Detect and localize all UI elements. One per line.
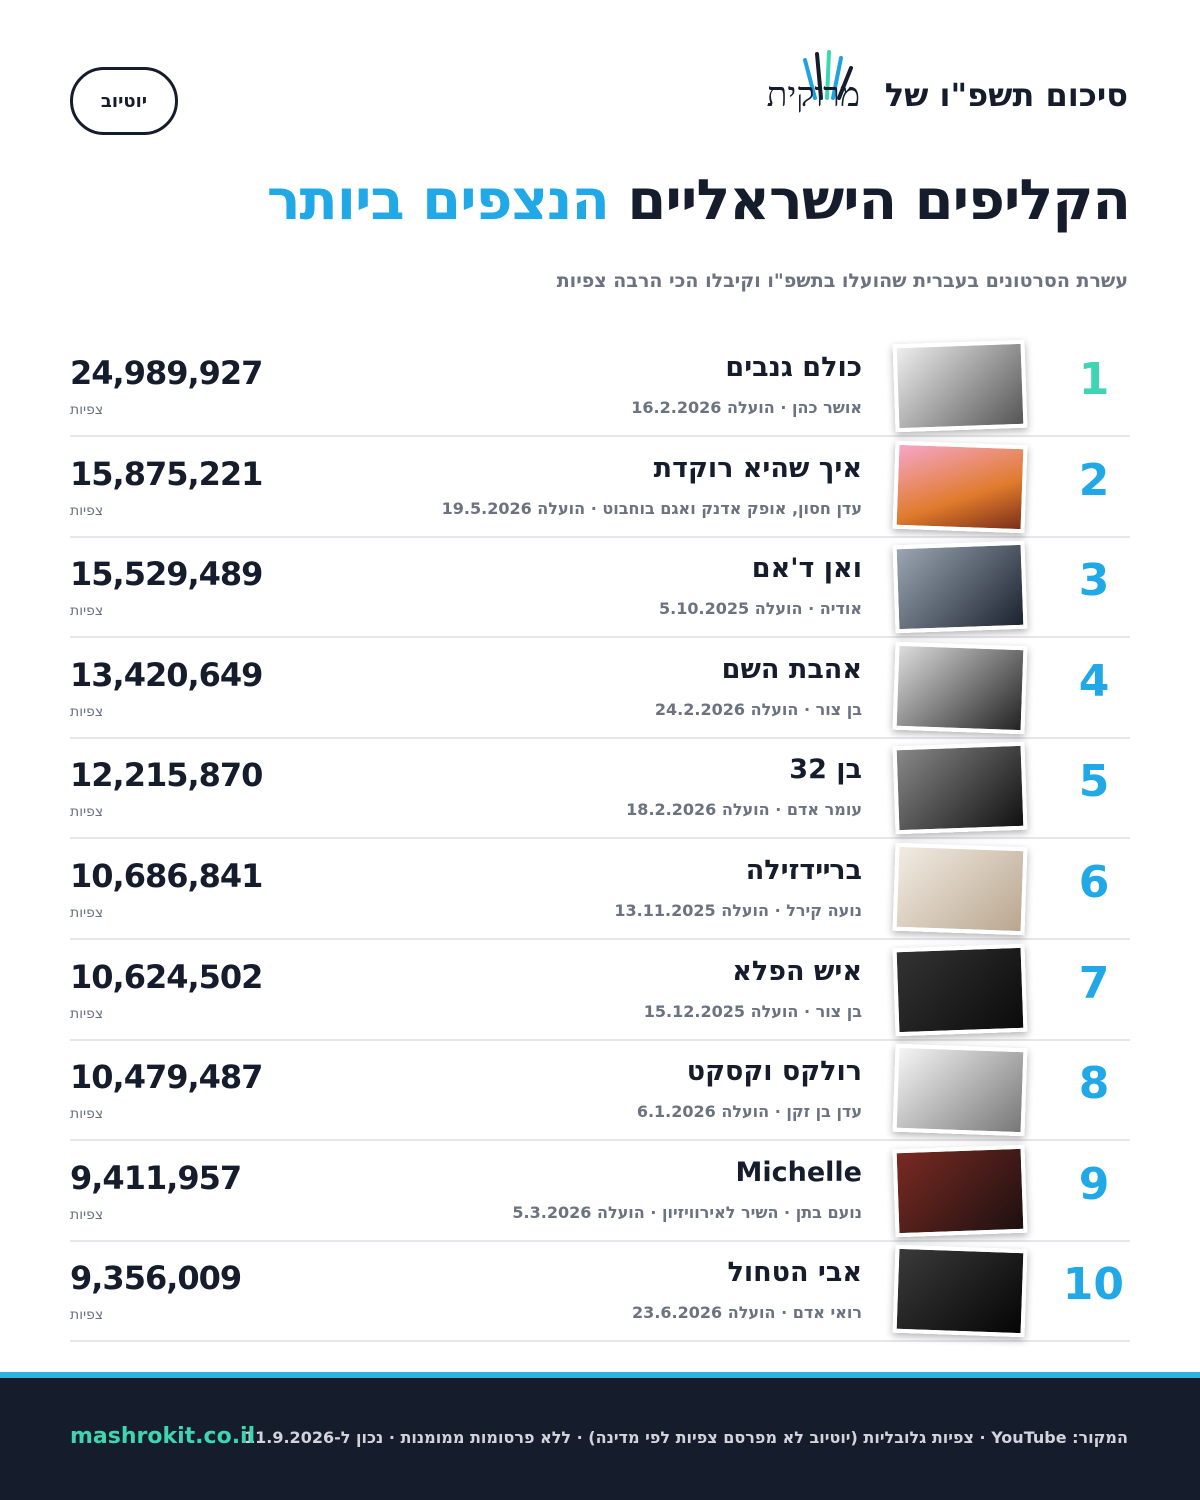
view-unit: צפיות: [70, 905, 104, 921]
video-meta: אושר כהן · הועלה 16.2.2026: [631, 398, 862, 417]
video-meta: רואי אדם · הועלה 23.6.2026: [632, 1303, 862, 1323]
view-unit: צפיות: [70, 703, 104, 720]
rank: 9: [1078, 1158, 1110, 1210]
rank: 1: [1078, 354, 1110, 405]
view-unit: צפיות: [70, 603, 104, 620]
list-row: 10 אבי הטחול רואי אדם · הועלה 23.6.2026 9,3…: [70, 1241, 1130, 1343]
view-unit: צפיות: [70, 1106, 104, 1123]
footer: המקור: YouTube · צפיות גלובליות (יוטיוב …: [0, 1372, 1200, 1500]
video-meta: עדן חסון, אופק אדנק ואגם בוחבוט · הועלה …: [441, 498, 862, 518]
list-row: 8 רולקס וקסקט עדן בן זקן · הועלה 6.1.2026 1…: [70, 1040, 1130, 1142]
video-meta: בן צור · הועלה 15.12.2025: [643, 1001, 862, 1021]
logo-text: מרוקית: [766, 75, 860, 115]
video-meta: עומר אדם · הועלה 18.2.2026: [626, 800, 862, 820]
list-row: 2 איך שהיא רוקדת עדן חסון, אופק אדנק ואגם …: [70, 437, 1130, 538]
thumbnail: [892, 540, 1028, 634]
view-count: 10,686,841: [70, 857, 263, 895]
rank: 7: [1078, 957, 1110, 1009]
view-count: 9,356,009: [70, 1259, 242, 1298]
thumbnail: [892, 440, 1028, 533]
thumbnail: [892, 943, 1028, 1036]
list-row: 6 ברײדזילה נועה קירל · הועלה 13.11.2025 10,…: [70, 839, 1130, 940]
list-row: 5 בן 32 עומר אדם · הועלה 18.2.2026 12,215,8…: [70, 738, 1130, 840]
list-row: 9 Michelle נועם בתן · השיר לאירוויזיון · ה…: [70, 1141, 1130, 1242]
video-meta: בן צור · הועלה 24.2.2026: [654, 699, 862, 719]
rank: 6: [1078, 857, 1110, 908]
thumbnail: [892, 1043, 1028, 1137]
video-title: בן 32: [789, 754, 862, 786]
video-title: איש הפלא: [732, 955, 862, 987]
headline: הקליפים הישראליים הנצפים ביותר: [266, 168, 1131, 233]
view-unit: צפיות: [70, 1307, 104, 1324]
view-unit: צפיות: [70, 1206, 104, 1223]
view-unit: צפיות: [70, 1005, 104, 1022]
thumbnail: [892, 1144, 1028, 1238]
video-meta: אודיה · הועלה 5.10.2025: [659, 599, 862, 619]
video-meta: נועם בתן · השיר לאירוויזיון · הועלה 5.3.…: [512, 1202, 862, 1222]
view-unit: צפיות: [70, 804, 104, 821]
site-link[interactable]: mashrokit.co.il: [70, 1424, 256, 1449]
view-count: 10,479,487: [70, 1058, 263, 1097]
thumbnail: [892, 339, 1028, 433]
logo-mark: [803, 50, 853, 100]
view-count: 9,411,957: [70, 1158, 242, 1197]
video-title: אהבת השם: [721, 653, 862, 685]
rank: 2: [1078, 454, 1110, 506]
headline-accent: הנצפים ביותר: [266, 168, 610, 233]
view-count: 12,215,870: [70, 756, 263, 795]
view-count: 15,875,221: [70, 454, 263, 493]
video-title: ברײדזילה: [745, 855, 862, 886]
video-meta: עדן בן זקן · הועלה 6.1.2026: [636, 1102, 862, 1122]
view-count: 10,624,502: [70, 957, 263, 996]
view-unit: צפיות: [70, 502, 104, 519]
video-title: Michelle: [735, 1156, 862, 1188]
thumbnail: [892, 1245, 1028, 1338]
video-title: איך שהיא רוקדת: [653, 452, 862, 484]
view-count: 24,989,927: [70, 354, 263, 392]
rank: 5: [1078, 756, 1110, 808]
view-unit: צפיות: [70, 402, 104, 418]
video-title: רולקס וקסקט: [686, 1056, 862, 1088]
view-count: 13,420,649: [70, 655, 263, 694]
thumbnail: [892, 641, 1028, 735]
view-count: 15,529,489: [70, 555, 263, 594]
rank: 10: [1062, 1259, 1124, 1311]
badge[interactable]: יוטיוב: [70, 67, 178, 135]
list-row: 7 איש הפלא בן צור · הועלה 15.12.2025 10,624…: [70, 940, 1130, 1041]
headline-main: הקליפים הישראליים: [627, 168, 1131, 233]
video-title: כולם גנבים: [725, 352, 862, 383]
source-note: המקור: YouTube · צפיות גלובליות (יוטיוב …: [244, 1428, 1128, 1447]
video-title: ואן ד'אם: [751, 553, 862, 585]
header-title: סיכום תשפ"ו של: [884, 76, 1128, 114]
thumbnail: [892, 742, 1028, 835]
subtitle: עשרת הסרטונים בעברית שהועלו בתשפ"ו וקיבל…: [556, 270, 1128, 292]
thumbnail: [892, 842, 1028, 936]
rank: 3: [1078, 555, 1110, 607]
list-row: 3 ואן ד'אם אודיה · הועלה 5.10.2025 15,529,4…: [70, 537, 1130, 639]
list-row: 4 אהבת השם בן צור · הועלה 24.2.2026 13,420,…: [70, 638, 1130, 739]
rank: 8: [1078, 1058, 1110, 1110]
video-title: אבי הטחול: [727, 1257, 862, 1289]
rank: 4: [1078, 655, 1110, 707]
list-row: 1 כולם גנבים אושר כהן · הועלה 16.2.2026 24,…: [70, 336, 1130, 437]
video-meta: נועה קירל · הועלה 13.11.2025: [614, 901, 862, 920]
